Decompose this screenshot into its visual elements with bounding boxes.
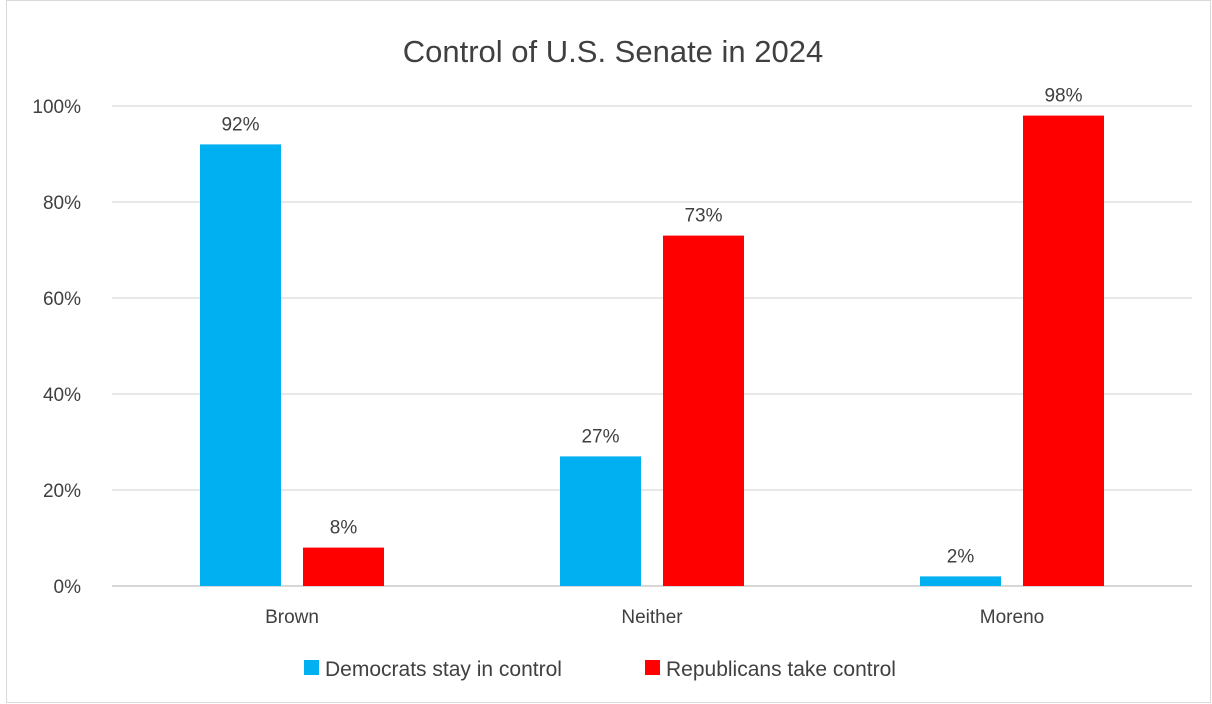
data-label: 2% — [947, 546, 975, 567]
data-label: 92% — [221, 114, 259, 135]
x-tick-label: Brown — [265, 607, 319, 628]
bar-moreno-series-1 — [920, 576, 1001, 586]
legend-label: Democrats stay in control — [325, 658, 562, 681]
data-label: 27% — [581, 426, 619, 447]
y-tick-label: 100% — [32, 97, 81, 118]
bar-neither-series-1 — [560, 456, 641, 586]
legend-label: Republicans take control — [666, 658, 896, 681]
bars: 92% 8% 27% 73% 2% 98% — [200, 86, 1104, 586]
legend-swatch — [645, 660, 660, 675]
y-tick-label: 80% — [43, 193, 81, 214]
legend-swatch — [304, 660, 319, 675]
bar-brown-series-1 — [200, 144, 281, 586]
bar-neither-series-2 — [663, 236, 744, 586]
x-tick-label: Moreno — [980, 607, 1044, 628]
y-tick-label: 0% — [54, 577, 82, 598]
y-tick-label: 40% — [43, 385, 81, 406]
bar-brown-series-2 — [303, 548, 384, 586]
y-tick-label: 60% — [43, 289, 81, 310]
y-tick-label: 20% — [43, 481, 81, 502]
bar-moreno-series-2 — [1023, 116, 1104, 586]
chart-title: Control of U.S. Senate in 2024 — [403, 34, 823, 69]
data-label: 8% — [330, 518, 358, 539]
x-tick-label: Neither — [621, 607, 683, 628]
x-axis: Brown Neither Moreno — [265, 607, 1044, 628]
legend: Democrats stay in control Republicans tak… — [304, 658, 896, 681]
data-label: 98% — [1044, 86, 1082, 107]
y-axis: 0% 20% 40% 60% 80% 100% — [32, 97, 81, 598]
data-label: 73% — [684, 206, 722, 227]
